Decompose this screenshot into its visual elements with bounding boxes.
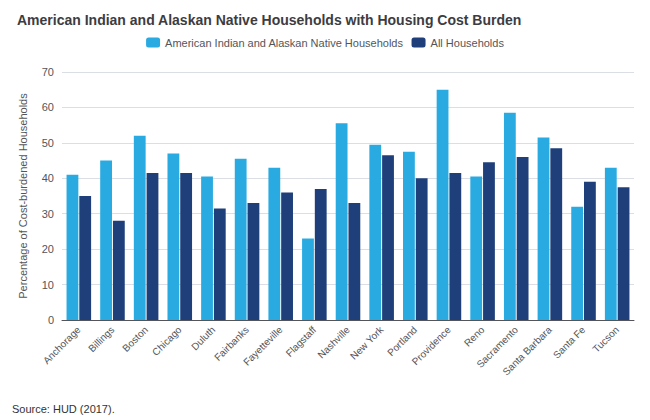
svg-text:Boston: Boston	[120, 324, 150, 354]
svg-text:Reno: Reno	[462, 324, 487, 349]
svg-text:Source: HUD (2017).: Source: HUD (2017).	[12, 403, 115, 415]
svg-text:American Indian and Alaskan Na: American Indian and Alaskan Native House…	[17, 12, 521, 28]
svg-text:10: 10	[42, 279, 54, 291]
svg-text:Sacramento: Sacramento	[474, 324, 521, 370]
svg-text:Percentage of Cost-burdened Ho: Percentage of Cost-burdened Households	[17, 93, 29, 299]
svg-text:New York: New York	[348, 324, 386, 362]
svg-text:Chicago: Chicago	[150, 324, 184, 358]
svg-text:Fairbanks: Fairbanks	[212, 324, 251, 363]
svg-text:Anchorage: Anchorage	[41, 324, 83, 366]
svg-text:30: 30	[42, 208, 54, 220]
svg-text:70: 70	[42, 66, 54, 78]
svg-text:Flagstaff: Flagstaff	[284, 324, 319, 359]
svg-text:Santa Barbara: Santa Barbara	[500, 324, 554, 378]
svg-text:Tucson: Tucson	[590, 324, 621, 355]
svg-text:0: 0	[48, 314, 54, 326]
svg-text:40: 40	[42, 172, 54, 184]
svg-text:Santa Fe: Santa Fe	[551, 324, 588, 361]
svg-text:American Indian and Alaskan Na: American Indian and Alaskan Native House…	[165, 37, 403, 49]
svg-text:All Households: All Households	[431, 37, 505, 49]
svg-text:60: 60	[42, 101, 54, 113]
svg-text:50: 50	[42, 137, 54, 149]
svg-text:Duluth: Duluth	[189, 324, 217, 352]
svg-text:Billings: Billings	[86, 324, 116, 354]
svg-text:Nashville: Nashville	[315, 324, 352, 361]
svg-text:Portland: Portland	[385, 324, 419, 358]
svg-text:Fayetteville: Fayetteville	[241, 324, 285, 368]
svg-text:20: 20	[42, 243, 54, 255]
svg-text:Providence: Providence	[410, 324, 453, 367]
